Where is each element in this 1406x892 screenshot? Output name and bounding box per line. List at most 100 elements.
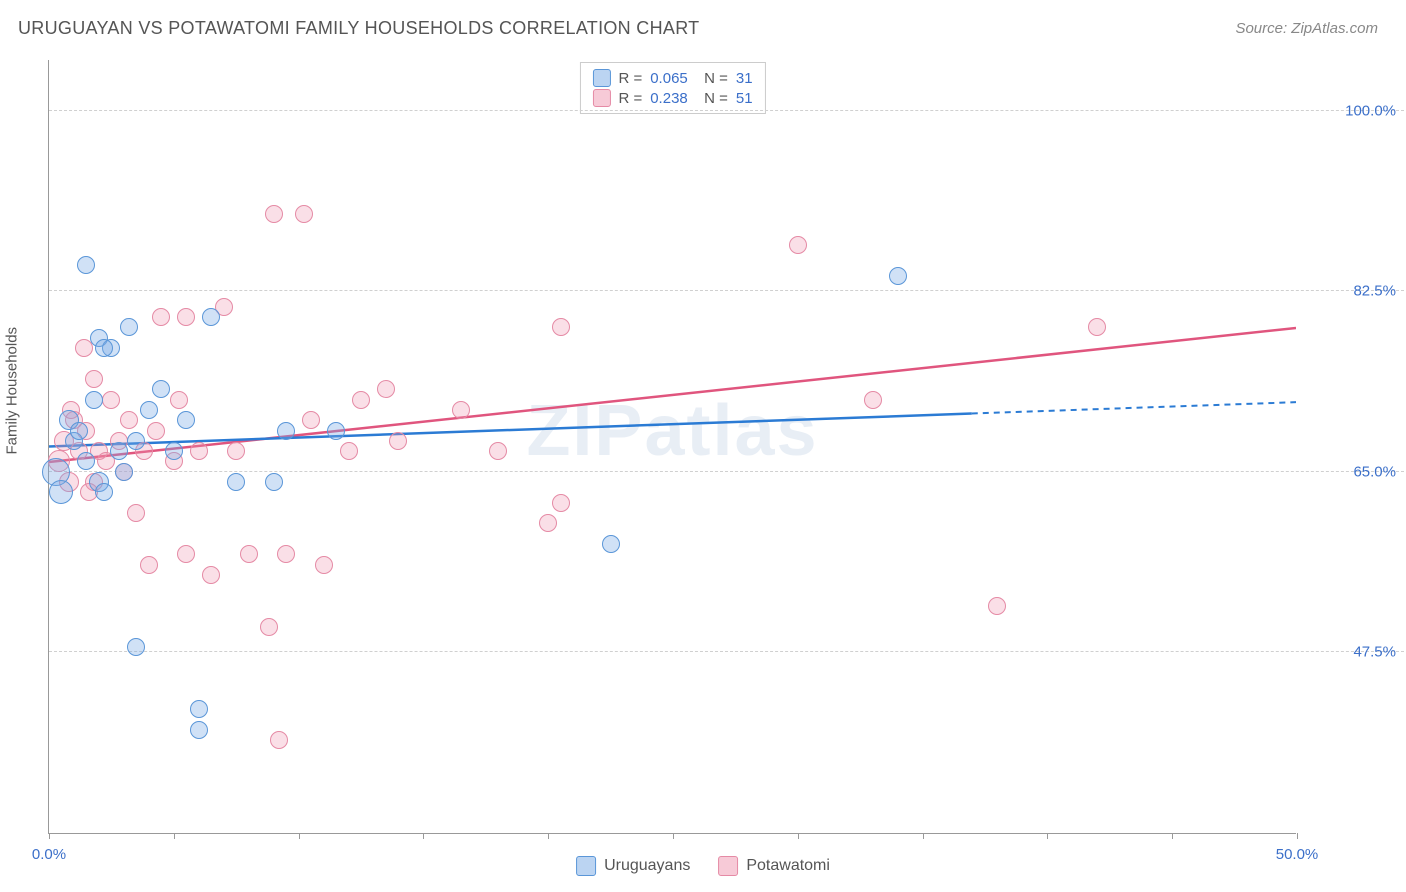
source-label: Source: ZipAtlas.com: [1235, 20, 1378, 37]
gridline: [49, 290, 1404, 291]
legend-corr-row: R = 0.065 N = 31: [592, 69, 752, 87]
legend-n-value: 51: [736, 90, 753, 107]
y-tick-label: 82.5%: [1353, 283, 1396, 300]
x-tick: [548, 833, 549, 839]
data-point-potawatomi: [170, 391, 188, 409]
data-point-uruguayans: [85, 391, 103, 409]
watermark: ZIPatlas: [526, 390, 818, 472]
data-point-potawatomi: [260, 618, 278, 636]
data-point-uruguayans: [227, 473, 245, 491]
data-point-potawatomi: [177, 545, 195, 563]
data-point-uruguayans: [190, 721, 208, 739]
x-tick: [1047, 833, 1048, 839]
x-tick: [1297, 833, 1298, 839]
data-point-potawatomi: [352, 391, 370, 409]
legend-r-value: 0.065: [650, 70, 688, 87]
data-point-uruguayans: [77, 256, 95, 274]
x-tick: [798, 833, 799, 839]
data-point-uruguayans: [115, 463, 133, 481]
data-point-uruguayans: [95, 339, 113, 357]
data-point-potawatomi: [295, 205, 313, 223]
legend-r-label: R =: [618, 90, 642, 107]
legend-series-label: Potawatomi: [746, 857, 830, 875]
data-point-potawatomi: [265, 205, 283, 223]
legend-swatch: [592, 69, 610, 87]
y-tick-label: 65.0%: [1353, 463, 1396, 480]
data-point-uruguayans: [889, 267, 907, 285]
x-tick: [923, 833, 924, 839]
data-point-potawatomi: [489, 442, 507, 460]
y-tick-label: 100.0%: [1345, 102, 1396, 119]
data-point-potawatomi: [389, 432, 407, 450]
data-point-uruguayans: [127, 638, 145, 656]
legend-n-label: N =: [696, 90, 728, 107]
x-tick: [49, 833, 50, 839]
data-point-uruguayans: [202, 308, 220, 326]
legend-n-label: N =: [696, 70, 728, 87]
legend-swatch: [592, 89, 610, 107]
legend-r-value: 0.238: [650, 90, 688, 107]
data-point-potawatomi: [302, 411, 320, 429]
data-point-potawatomi: [1088, 318, 1106, 336]
legend-swatch: [718, 856, 738, 876]
legend-series: Uruguayans Potawatomi: [576, 856, 830, 876]
legend-swatch: [576, 856, 596, 876]
gridline: [49, 651, 1404, 652]
y-tick-label: 47.5%: [1353, 644, 1396, 661]
chart-title: URUGUAYAN VS POTAWATOMI FAMILY HOUSEHOLD…: [18, 18, 699, 39]
x-tick-label: 0.0%: [32, 846, 66, 863]
data-point-potawatomi: [864, 391, 882, 409]
data-point-uruguayans: [165, 442, 183, 460]
data-point-potawatomi: [315, 556, 333, 574]
data-point-potawatomi: [152, 308, 170, 326]
data-point-potawatomi: [190, 442, 208, 460]
data-point-uruguayans: [110, 442, 128, 460]
data-point-potawatomi: [85, 370, 103, 388]
data-point-uruguayans: [95, 483, 113, 501]
data-point-uruguayans: [327, 422, 345, 440]
y-axis-title: Family Households: [4, 327, 21, 455]
x-tick: [673, 833, 674, 839]
legend-corr-row: R = 0.238 N = 51: [592, 89, 752, 107]
data-point-uruguayans: [152, 380, 170, 398]
data-point-uruguayans: [120, 318, 138, 336]
data-point-potawatomi: [202, 566, 220, 584]
data-point-uruguayans: [177, 411, 195, 429]
x-tick: [174, 833, 175, 839]
data-point-uruguayans: [602, 535, 620, 553]
data-point-potawatomi: [127, 504, 145, 522]
data-point-uruguayans: [140, 401, 158, 419]
legend-series-item: Potawatomi: [718, 856, 830, 876]
legend-correlation: R = 0.065 N = 31R = 0.238 N = 51: [579, 62, 765, 114]
data-point-uruguayans: [70, 422, 88, 440]
data-point-potawatomi: [270, 731, 288, 749]
legend-r-label: R =: [618, 70, 642, 87]
gridline: [49, 471, 1404, 472]
data-point-potawatomi: [102, 391, 120, 409]
data-point-potawatomi: [240, 545, 258, 563]
data-point-potawatomi: [552, 318, 570, 336]
data-point-uruguayans: [190, 700, 208, 718]
chart-plot-area: ZIPatlas R = 0.065 N = 31R = 0.238 N = 5…: [48, 60, 1296, 834]
data-point-potawatomi: [340, 442, 358, 460]
data-point-uruguayans: [265, 473, 283, 491]
data-point-potawatomi: [120, 411, 138, 429]
data-point-uruguayans: [77, 452, 95, 470]
legend-series-item: Uruguayans: [576, 856, 690, 876]
data-point-potawatomi: [227, 442, 245, 460]
x-tick-label: 50.0%: [1276, 846, 1319, 863]
data-point-potawatomi: [177, 308, 195, 326]
data-point-potawatomi: [277, 545, 295, 563]
data-point-potawatomi: [140, 556, 158, 574]
data-point-potawatomi: [452, 401, 470, 419]
data-point-potawatomi: [552, 494, 570, 512]
data-point-uruguayans: [49, 480, 73, 504]
data-point-potawatomi: [539, 514, 557, 532]
data-point-potawatomi: [377, 380, 395, 398]
legend-series-label: Uruguayans: [604, 857, 690, 875]
gridline: [49, 110, 1404, 111]
data-point-potawatomi: [147, 422, 165, 440]
data-point-potawatomi: [789, 236, 807, 254]
data-point-potawatomi: [988, 597, 1006, 615]
x-tick: [299, 833, 300, 839]
